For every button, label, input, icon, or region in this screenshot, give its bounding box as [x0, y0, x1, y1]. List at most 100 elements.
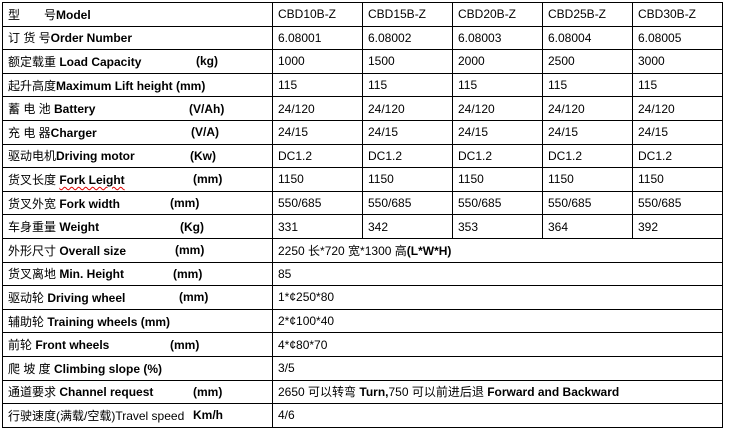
label-cell: 货叉长度 Fork Leight (mm)	[2, 167, 273, 192]
label-en: Front wheels	[35, 338, 110, 353]
value-cell: 1150	[632, 167, 723, 192]
label-unit: (Kg)	[180, 219, 204, 234]
value-text: 1*¢250*80	[278, 290, 335, 305]
value-cell: 550/685	[272, 190, 363, 216]
table-row: 车身重量 Weight (Kg) 331 342 353 364 392	[2, 214, 723, 239]
value-cell: 353	[452, 214, 543, 239]
table-row: 货叉长度 Fork Leight (mm) 1150 1150 1150 1150 1150	[2, 167, 723, 192]
merged-value-cell: 85	[272, 261, 723, 287]
value-bold: Turn,	[359, 385, 389, 400]
value-cell: 24/15	[272, 119, 363, 145]
value-bold: (L*W*H)	[406, 243, 452, 258]
value-cell: 3000	[632, 49, 723, 74]
value-cell: 1150	[272, 167, 363, 192]
header-row: 型 号Model CBD10B-Z CBD15B-Z CBD20B-Z CBD2…	[2, 2, 723, 27]
model-cell: CBD25B-Z	[542, 2, 633, 27]
model-cell: CBD10B-Z	[272, 2, 363, 27]
value-cell: 1150	[542, 167, 633, 192]
label-en: Charger	[50, 125, 97, 140]
value-cell: 115	[362, 72, 453, 98]
value-cell: 115	[632, 72, 723, 98]
value-cell: 6.08001	[272, 25, 363, 51]
label-en: Fork width	[59, 196, 121, 211]
label-cell: 额定载重 Load Capacity (kg)	[2, 49, 273, 74]
label-zh: 货叉离地	[8, 267, 60, 282]
label-en: Driving wheel	[47, 290, 126, 305]
value-cell: 1150	[452, 167, 543, 192]
label-cell: 通道要求 Channel request (mm)	[2, 379, 273, 405]
label-unit: (mm)	[179, 290, 209, 305]
label-zh: 爬 坡 度	[8, 361, 55, 376]
value-cell: 550/685	[632, 190, 723, 216]
value-cell: 24/15	[542, 119, 633, 145]
value-cell: 115	[272, 72, 363, 98]
label-zh: 驱动轮	[8, 290, 48, 305]
value-text: 3/5	[278, 361, 295, 376]
value-cell: 24/120	[452, 96, 543, 121]
label-unit: (mm)	[193, 172, 223, 187]
label-unit: (mm)	[170, 196, 200, 211]
value-cell: 24/15	[632, 119, 723, 145]
value-cell: 550/685	[452, 190, 543, 216]
table-row: 外形尺寸 Overall size (mm) 2250 长*720 宽*1300 高…	[2, 237, 723, 263]
label-en: Climbing slope (%)	[54, 361, 163, 376]
label-zh: 外形尺寸	[8, 243, 60, 258]
label-zh: 充 电 器	[8, 125, 51, 140]
value-cell: 115	[452, 72, 543, 98]
label-zh: 额定载重	[8, 54, 60, 69]
merged-value-cell: 2650 可以转弯 Turn,750 可以前进后退 Forward and Ba…	[272, 379, 723, 405]
merged-value-cell: 3/5	[272, 355, 723, 381]
label-cell: 订 货 号Order Number	[2, 25, 273, 51]
label-en: Overall size	[59, 243, 127, 258]
label-en: Battery	[54, 102, 96, 117]
model-cell: CBD30B-Z	[632, 2, 723, 27]
table-row: 前轮 Front wheels (mm) 4*¢80*70	[2, 332, 723, 357]
table-row: 额定载重 Load Capacity (kg) 1000 1500 2000 2500 30…	[2, 49, 723, 74]
spec-table: 型 号Model CBD10B-Z CBD15B-Z CBD20B-Z CBD2…	[2, 2, 723, 428]
label-en: Order Number	[50, 31, 133, 46]
table-row: 辅助轮 Training wheels (mm) 2*¢100*40	[2, 308, 723, 334]
value-cell: 2500	[542, 49, 633, 74]
label-cell: 蓄 电 池 Battery (V/Ah)	[2, 96, 273, 121]
label-zh: 车身重量	[8, 220, 60, 235]
table-row: 货叉离地 Min. Height (mm) 85	[2, 261, 723, 287]
label-cell: 爬 坡 度 Climbing slope (%)	[2, 355, 273, 381]
merged-value-cell: 2250 长*720 宽*1300 高(L*W*H)	[272, 237, 723, 263]
value-cell: 24/15	[362, 119, 453, 145]
label-zh: 通道要求	[8, 385, 60, 400]
label-cell: 车身重量 Weight (Kg)	[2, 214, 273, 239]
label-en: Channel request	[59, 385, 154, 400]
value-cell: 331	[272, 214, 363, 239]
value-cell: 550/685	[362, 190, 453, 216]
label-cell: 货叉离地 Min. Height (mm)	[2, 261, 273, 287]
label-cell: 驱动电机Driving motor (Kw)	[2, 143, 273, 169]
value-cell: 115	[542, 72, 633, 98]
value-text: 2250 长*720 宽*1300 高	[278, 243, 407, 258]
table-row: 货叉外宽 Fork width (mm) 550/685 550/685 550/685…	[2, 190, 723, 216]
table-row: 驱动电机Driving motor (Kw) DC1.2 DC1.2 DC1.2 DC1.…	[2, 143, 723, 169]
label-zh: 行驶速度(满载/空载)	[8, 408, 116, 423]
label-cell: 驱动轮 Driving wheel (mm)	[2, 285, 273, 310]
value-cell: 6.08004	[542, 25, 633, 51]
label-zh: 起升高度	[8, 78, 57, 93]
value-cell: 2000	[452, 49, 543, 74]
label-en: Driving motor	[56, 149, 135, 164]
value-cell: 392	[632, 214, 723, 239]
value-cell: 550/685	[542, 190, 633, 216]
value-text: 85	[278, 266, 292, 281]
value-cell: DC1.2	[632, 143, 723, 169]
table-row: 起升高度Maximum Lift height (mm) 115 115 115 115…	[2, 72, 723, 98]
merged-value-cell: 4*¢80*70	[272, 332, 723, 357]
label-unit: Km/h	[193, 408, 223, 423]
label-zh: 前轮	[8, 338, 36, 353]
label-cell: 外形尺寸 Overall size (mm)	[2, 237, 273, 263]
value-cell: 1150	[362, 167, 453, 192]
value-cell: 24/120	[272, 96, 363, 121]
value-cell: 1500	[362, 49, 453, 74]
label-unit: (kg)	[196, 54, 218, 69]
table-row: 订 货 号Order Number 6.08001 6.08002 6.08003 6.…	[2, 25, 723, 51]
merged-value-cell: 4/6	[272, 403, 723, 428]
label-zh: 订 货 号	[8, 31, 51, 46]
label-cell: 前轮 Front wheels (mm)	[2, 332, 273, 357]
model-cell: CBD15B-Z	[362, 2, 453, 27]
